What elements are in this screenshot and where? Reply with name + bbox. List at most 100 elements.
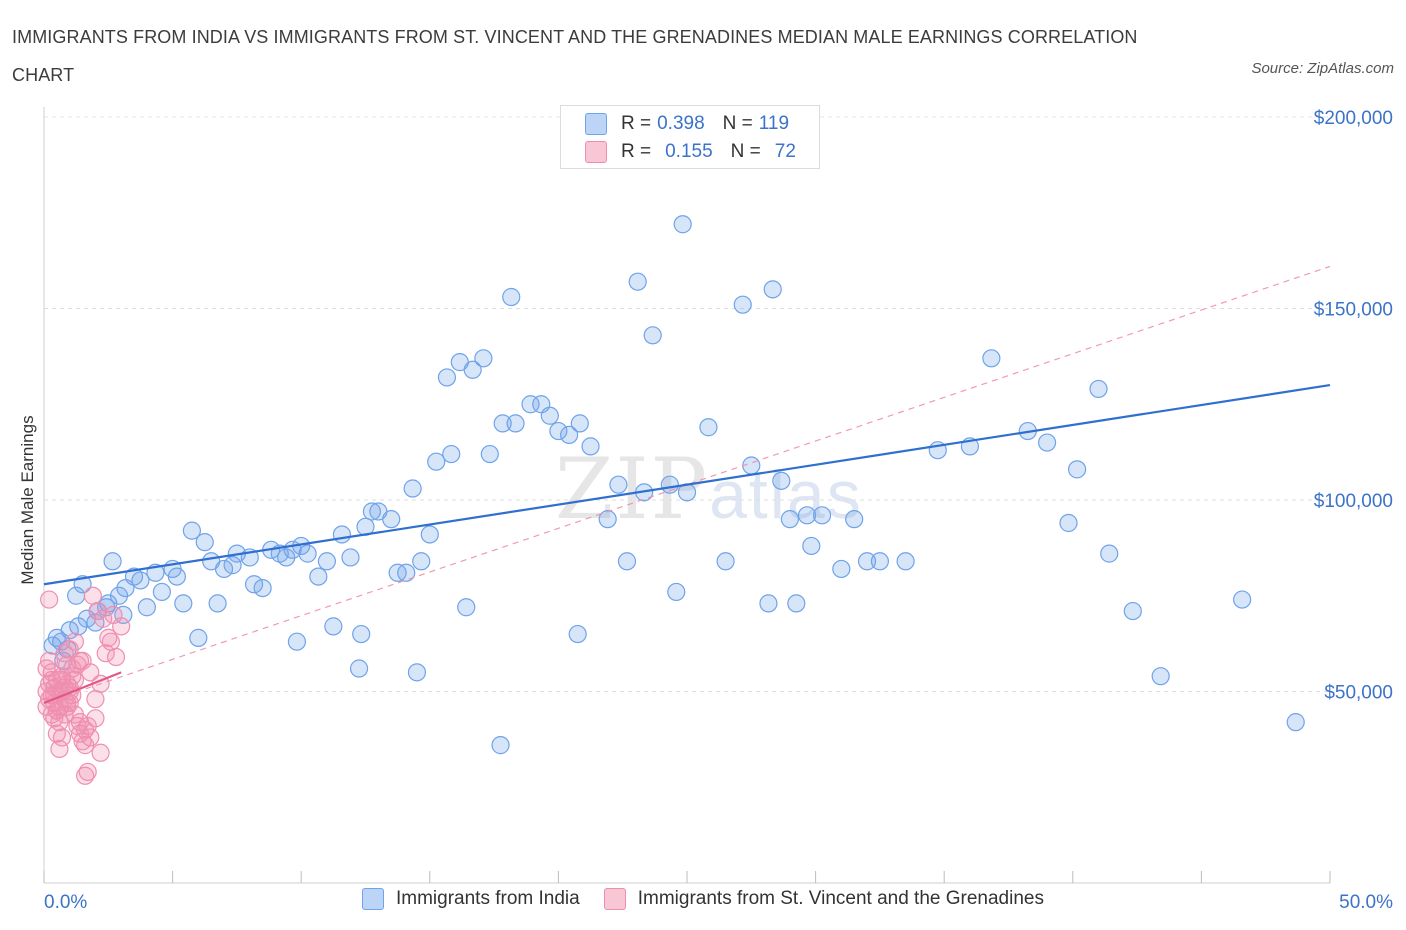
chart-title: IMMIGRANTS FROM INDIA VS IMMIGRANTS FROM… [12, 27, 1138, 85]
india-point [802, 536, 821, 556]
india-point [474, 349, 493, 368]
legend-item-india: Immigrants from India [362, 888, 580, 910]
svg-point [50, 713, 69, 732]
legend-row-india: R = 0.398 N = 119 [585, 111, 789, 137]
india-point [1089, 379, 1108, 399]
svg-point [52, 667, 72, 686]
india-point [195, 533, 214, 552]
india-point [742, 456, 761, 475]
india-point [832, 559, 851, 579]
india-trend-line [43, 384, 1331, 586]
r-value: 0.398 [657, 113, 705, 134]
india-point [1067, 460, 1087, 479]
series-legend: Immigrants from India Immigrants from St… [0, 888, 1406, 910]
india-point [131, 571, 150, 590]
tick-labels: $50,000 $100,000 $150,000 $200,000 0.0% 50.0% [44, 108, 1393, 913]
svg-point [86, 709, 105, 728]
india-point [521, 395, 540, 414]
india-point [643, 326, 662, 345]
india-point [598, 510, 617, 529]
r-value: 0.155 [665, 141, 713, 162]
n-value: 119 [758, 113, 790, 134]
india-point [67, 586, 86, 605]
india-point [352, 624, 371, 644]
india-point [812, 506, 832, 525]
y-tick-label: $100,000 [1314, 491, 1393, 512]
india-point [609, 475, 628, 494]
india-point [388, 563, 407, 582]
india-point [845, 510, 864, 529]
india-point [480, 444, 499, 464]
legend-label-india: Immigrants from India [396, 888, 580, 909]
india-point [420, 525, 439, 544]
svg-point [70, 651, 90, 670]
india-point [223, 556, 242, 575]
india-point [506, 414, 525, 433]
india-point [362, 502, 382, 521]
axes [43, 107, 1331, 884]
india-point [427, 452, 446, 471]
india-point [208, 594, 227, 613]
svg-point [104, 605, 123, 625]
n-label: N = [722, 113, 753, 134]
india-point [1037, 433, 1057, 452]
india-point [412, 552, 431, 571]
svg-point [78, 762, 97, 782]
india-point [493, 414, 512, 433]
india-point [870, 552, 890, 571]
n-value: 72 [774, 141, 796, 162]
india-point [581, 437, 600, 456]
y-tick-label: $50,000 [1324, 683, 1393, 704]
india-swatch [585, 113, 607, 135]
india-point [896, 552, 915, 571]
india-point [174, 594, 193, 613]
india-point [1100, 544, 1119, 563]
india-point [560, 425, 579, 444]
legend-label-svg: Immigrants from St. Vincent and the Gren… [637, 888, 1044, 909]
india-point [540, 406, 559, 425]
india-point [457, 598, 476, 617]
r-label: R = [621, 113, 652, 134]
india-point [797, 506, 817, 525]
india-point [787, 594, 806, 613]
india-point [277, 548, 296, 567]
svg-swatch [603, 888, 626, 910]
svg-point [86, 690, 105, 709]
india-point [1286, 713, 1305, 732]
india-point [437, 368, 457, 387]
india-point [733, 295, 752, 314]
india-point [407, 663, 427, 682]
india-point [1233, 590, 1252, 609]
india-point [502, 287, 521, 307]
india-point [341, 548, 360, 567]
svg-point [106, 647, 126, 667]
india-point [568, 624, 587, 644]
india-point [1123, 601, 1142, 621]
svg-point [81, 728, 100, 747]
svg-point [40, 651, 59, 670]
svg-point [81, 663, 100, 682]
india-point [617, 552, 637, 571]
india-swatch [362, 888, 384, 910]
y-tick-label: $150,000 [1314, 300, 1393, 321]
svg-point [91, 743, 110, 762]
source-label: Source: ZipAtlas.com [1251, 60, 1394, 77]
india-point [570, 414, 589, 433]
india-point [699, 418, 718, 437]
svg-point [96, 644, 115, 663]
legend-row-svg: R = 0.155 N = 72 [585, 139, 796, 165]
svg-swatch [585, 141, 607, 163]
india-point [759, 594, 778, 613]
svg-point [65, 632, 84, 651]
india-point [1059, 513, 1078, 533]
x-tick-label: 0.0% [44, 892, 87, 913]
svg-point [63, 659, 82, 678]
india-point [309, 567, 328, 586]
india-point [716, 552, 735, 571]
india-point [137, 598, 156, 617]
trend-lines [43, 265, 1331, 705]
svg-trend-line [43, 671, 122, 705]
svg-point [83, 586, 102, 605]
india-point [244, 575, 264, 594]
india-point [317, 552, 337, 571]
